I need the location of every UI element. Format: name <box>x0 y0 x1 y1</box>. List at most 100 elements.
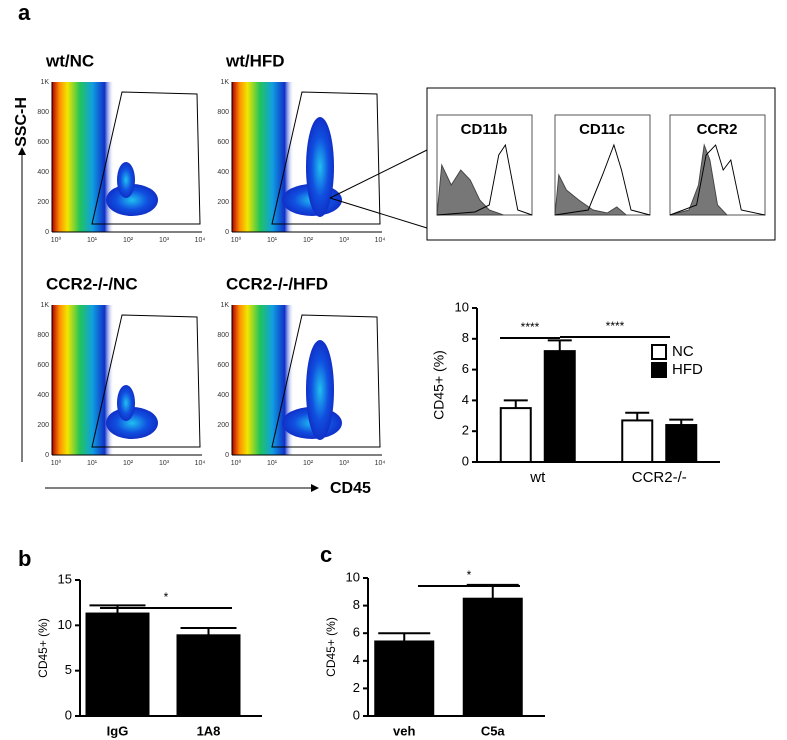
flow-x-label: CD45 <box>330 480 371 497</box>
flow-y-tick: 1K <box>220 79 229 86</box>
significance-label: **** <box>606 319 625 333</box>
flow-title: wt/HFD <box>225 51 285 70</box>
histogram: CCR2 <box>669 114 766 216</box>
x-tick-label: veh <box>393 723 415 738</box>
flow-x-tick: 10⁴ <box>375 460 386 467</box>
flow-x-tick: 10³ <box>159 237 170 244</box>
stain-line <box>554 143 651 216</box>
histogram-title: CD11b <box>461 121 508 138</box>
flow-y-tick: 200 <box>37 199 49 206</box>
stain-line <box>669 144 766 216</box>
flow-y-tick: 1K <box>40 79 49 86</box>
y-axis-label: CD45+ (%) <box>324 617 338 677</box>
flow-y-tick: 600 <box>37 139 49 146</box>
flow-x-tick: 10³ <box>159 460 170 467</box>
histogram: CD11b <box>436 114 533 216</box>
histogram-box <box>426 87 776 241</box>
legend-swatch <box>651 362 667 378</box>
flow-x-tick: 10² <box>123 460 134 467</box>
flow-x-tick: 10² <box>303 460 314 467</box>
flow-x-tick: 10¹ <box>267 237 278 244</box>
flow-y-tick: 400 <box>37 169 49 176</box>
bar <box>621 419 654 464</box>
y-tick-label: 4 <box>462 392 469 407</box>
flow-y-tick: 200 <box>217 422 229 429</box>
panel-label: c <box>320 542 332 567</box>
flow-y-tick: 400 <box>37 392 49 399</box>
y-tick-label: 6 <box>462 361 469 376</box>
y-axis-label: CD45+ (%) <box>36 618 50 678</box>
y-tick-label: 8 <box>353 597 360 612</box>
flow-title: CCR2-/-/NC <box>46 274 138 293</box>
flow-y-tick: 400 <box>217 169 229 176</box>
flow-x-tick: 10⁴ <box>375 237 386 244</box>
flow-gate <box>91 314 201 448</box>
bar <box>665 424 698 464</box>
panel-label: a <box>18 0 31 25</box>
flow-y-tick: 600 <box>37 362 49 369</box>
y-tick-label: 10 <box>58 617 72 632</box>
flow-y-label: SSC-H <box>13 97 30 147</box>
flow-y-tick: 0 <box>45 452 49 459</box>
flow-x-tick: 10⁰ <box>231 459 242 467</box>
flow-x-tick: 10¹ <box>87 460 98 467</box>
histogram-title: CCR2 <box>697 121 738 138</box>
x-tick-label: 1A8 <box>197 723 221 738</box>
flow-density <box>52 305 114 455</box>
flow-y-tick: 0 <box>225 452 229 459</box>
x-tick-label: CCR2-/- <box>632 469 687 486</box>
flow-y-tick: 800 <box>217 332 229 339</box>
flow-y-tick: 800 <box>217 109 229 116</box>
y-tick-label: 0 <box>65 707 72 722</box>
bar <box>374 640 435 717</box>
flow-plots: wt/NC 0 200 400 600 800 1K 10⁰ 10¹ 10² 10³ 10⁴ wt/HF… <box>13 51 385 497</box>
histogram: CD11c <box>554 114 651 216</box>
flow-y-tick: 200 <box>37 422 49 429</box>
flow-x-tick: 10³ <box>339 237 350 244</box>
y-tick-label: 8 <box>462 330 469 345</box>
y-tick-label: 2 <box>353 680 360 695</box>
flow-y-tick: 600 <box>217 139 229 146</box>
y-tick-label: 2 <box>462 423 469 438</box>
isotype-fill <box>436 163 504 216</box>
y-tick-label: 0 <box>353 707 360 722</box>
legend-label: HFD <box>672 361 703 378</box>
x-tick-label: wt <box>529 469 546 486</box>
flow-title: wt/NC <box>45 51 94 70</box>
flow-cluster <box>106 184 158 216</box>
flow-cluster <box>306 340 334 440</box>
stain-line <box>436 143 533 216</box>
flow-x-tick: 10¹ <box>267 460 278 467</box>
flow-x-tick: 10⁰ <box>51 459 62 467</box>
flow-cluster <box>117 162 135 198</box>
zoom-line <box>329 197 428 229</box>
panel-label: b <box>18 546 31 571</box>
legend-label: NC <box>672 343 694 360</box>
x-tick-label: IgG <box>107 723 129 738</box>
histograms: CD11b CD11c CCR2 <box>329 87 776 241</box>
flow-x-tick: 10⁰ <box>231 236 242 244</box>
flow-x-tick: 10⁰ <box>51 236 62 244</box>
flow-x-tick: 10² <box>303 237 314 244</box>
y-tick-label: 0 <box>462 453 469 468</box>
flow-gate <box>91 91 201 225</box>
histogram-title: CD11c <box>579 121 625 138</box>
flow-x-tick: 10⁴ <box>195 460 206 467</box>
x-tick-label: C5a <box>481 723 506 738</box>
bar <box>462 597 523 718</box>
flow-density <box>232 82 294 232</box>
significance-label: **** <box>521 320 540 334</box>
flow-cluster <box>306 117 334 217</box>
flow-title: CCR2-/-/HFD <box>226 274 328 293</box>
flow-gate <box>271 91 381 225</box>
isotype-fill <box>669 143 729 216</box>
y-tick-label: 5 <box>65 662 72 677</box>
flow-y-tick: 1K <box>40 302 49 309</box>
bar <box>499 407 532 464</box>
significance-label: * <box>467 568 472 582</box>
y-tick-label: 6 <box>353 625 360 640</box>
y-tick-label: 10 <box>455 299 469 314</box>
y-tick-label: 10 <box>346 569 360 584</box>
flow-density <box>52 82 114 232</box>
